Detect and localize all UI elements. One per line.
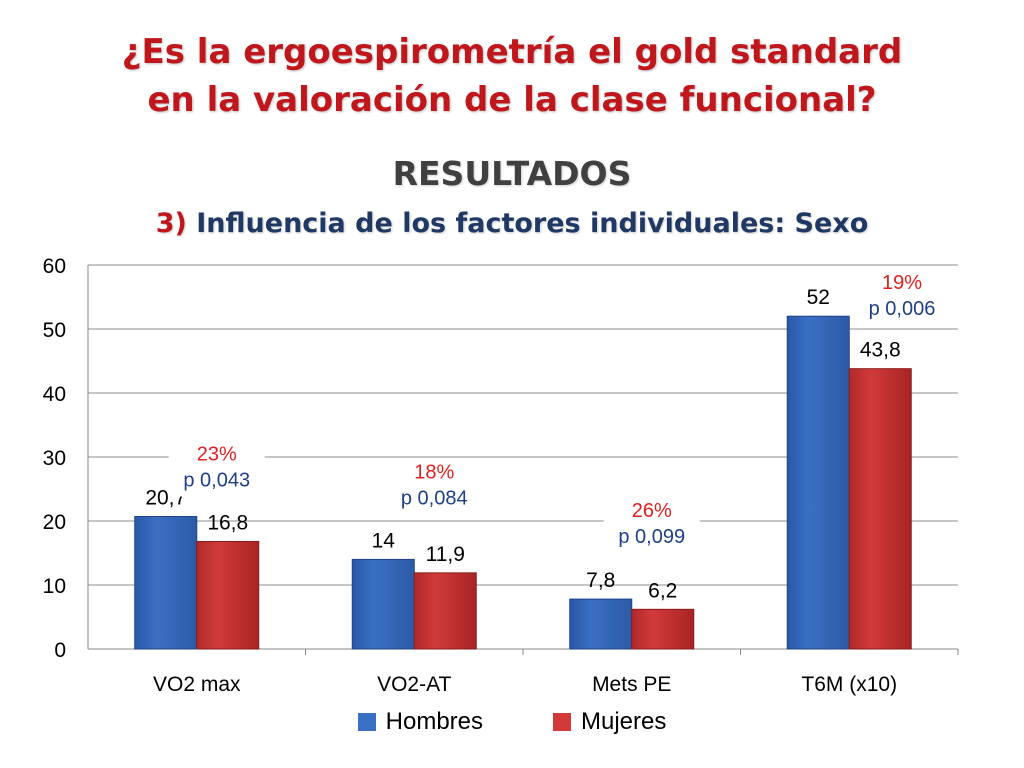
x-tick-label: VO2 max [153, 673, 241, 696]
legend-swatch-hombres [357, 713, 376, 731]
legend-label-hombres: Hombres [385, 708, 483, 735]
y-tick-label: 20 [43, 511, 66, 534]
x-tick-label: VO2-AT [377, 673, 451, 696]
subtitle-text: Influencia de los factores individuales:… [196, 208, 869, 239]
x-tick-label: Mets PE [592, 673, 671, 696]
legend-item-mujeres: Mujeres [553, 708, 666, 736]
legend-item-hombres: Hombres [357, 708, 483, 736]
data-label: 14 [372, 529, 396, 552]
legend-swatch-mujeres [553, 713, 571, 731]
annotation-pvalue: p 0,084 [401, 487, 468, 509]
bar-mujeres [196, 540, 260, 650]
bar-hombres [786, 315, 850, 650]
y-tick-label: 60 [43, 255, 66, 278]
annotation-percent: 26% [632, 500, 672, 522]
annotation-pvalue: p 0,006 [869, 298, 936, 320]
y-tick-label: 0 [54, 639, 66, 662]
bar-mujeres [631, 608, 695, 650]
data-label: 52 [807, 286, 830, 309]
y-tick-label: 40 [43, 383, 66, 406]
annotation-percent: 18% [414, 461, 454, 483]
annotation-pvalue: p 0,099 [618, 526, 685, 548]
chart-legend: Hombres Mujeres [0, 708, 1024, 736]
annotation-pvalue: p 0,043 [183, 470, 250, 492]
slide-title-line-2: en la valoración de la clase funcional? [147, 80, 877, 120]
annotation-percent: 19% [882, 272, 922, 294]
slide-title-line-1: ¿Es la ergoespirometría el gold standard [121, 32, 903, 72]
data-label: 11,9 [426, 543, 465, 566]
bar-hombres [569, 598, 633, 650]
annotation-percent: 23% [197, 444, 237, 466]
annotation-background [168, 440, 265, 497]
y-tick-label: 30 [43, 447, 66, 470]
x-tick-label: T6M (x10) [801, 673, 897, 696]
legend-label-mujeres: Mujeres [581, 708, 667, 735]
bar-mujeres [413, 572, 477, 650]
y-tick-label: 50 [43, 319, 66, 342]
chart-subtitle: 3) Influencia de los factores individual… [0, 204, 1024, 244]
annotation-background [603, 497, 700, 554]
data-label: 43,8 [860, 339, 901, 362]
bar-hombres [351, 558, 415, 650]
section-title: RESULTADOS [392, 154, 632, 193]
data-label: 6,2 [648, 579, 677, 602]
bar-mujeres [848, 368, 912, 650]
y-tick-label: 10 [43, 575, 66, 598]
annotation-background [854, 269, 950, 325]
annotation-background [386, 458, 483, 515]
slide-title: ¿Es la ergoespirometría el gold standard… [0, 28, 1024, 124]
data-label: 16,8 [207, 511, 248, 534]
data-label: 7,8 [586, 569, 615, 592]
bar-hombres [134, 516, 198, 650]
subtitle-number: 3) [155, 208, 187, 239]
